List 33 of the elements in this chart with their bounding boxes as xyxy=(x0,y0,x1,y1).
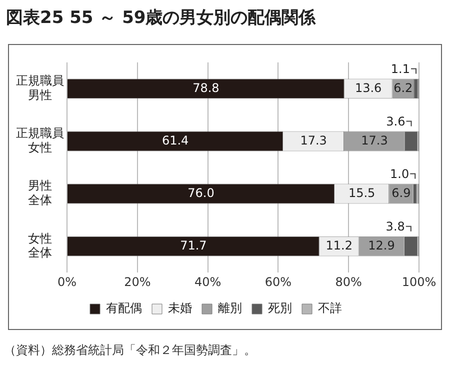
data-label: 3.6 xyxy=(386,114,406,128)
data-label: 6.9 xyxy=(392,186,411,200)
x-tick-label: 100% xyxy=(402,274,436,289)
data-label: 1.1 xyxy=(390,62,410,76)
x-tick-label: 60% xyxy=(264,274,292,289)
y-tick-label: 男性全体 xyxy=(28,178,52,208)
data-label: 78.8 xyxy=(192,80,220,95)
data-label: 15.5 xyxy=(348,186,376,200)
data-label: 17.3 xyxy=(361,133,388,148)
data-label: 1.0 xyxy=(390,166,410,181)
y-tick-label: 正規職員男性 xyxy=(16,74,64,102)
data-label: 11.2 xyxy=(326,238,352,252)
data-label: 61.4 xyxy=(162,133,189,148)
x-tick-label: 40% xyxy=(194,274,222,289)
data-label: 12.9 xyxy=(368,238,395,252)
legend-label: 未婚 xyxy=(168,301,192,316)
data-label: 71.7 xyxy=(180,238,207,252)
x-tick-label: 20% xyxy=(124,274,151,289)
data-label: 76.0 xyxy=(188,186,214,200)
x-tick-label: 0% xyxy=(57,274,77,289)
chart-title: 図表25 55 ～ 59歳の男女別の配偶関係 xyxy=(6,7,316,29)
x-tick-label: 80% xyxy=(335,274,362,289)
data-label: 3.8 xyxy=(386,219,405,234)
legend-label: 不詳 xyxy=(318,301,342,316)
data-label: 13.6 xyxy=(354,80,382,95)
y-tick-label: 女性全体 xyxy=(28,231,52,260)
data-label: 6.2 xyxy=(394,80,413,95)
legend-label: 死別 xyxy=(268,301,292,316)
legend-label: 有配偶 xyxy=(106,301,142,316)
y-tick-label: 正規職員女性 xyxy=(16,126,64,155)
text: （資料）総務省統計局「令和２年国勢調査」。 xyxy=(4,342,256,359)
legend-label: 離別 xyxy=(218,301,242,316)
data-label: 17.3 xyxy=(300,133,327,148)
